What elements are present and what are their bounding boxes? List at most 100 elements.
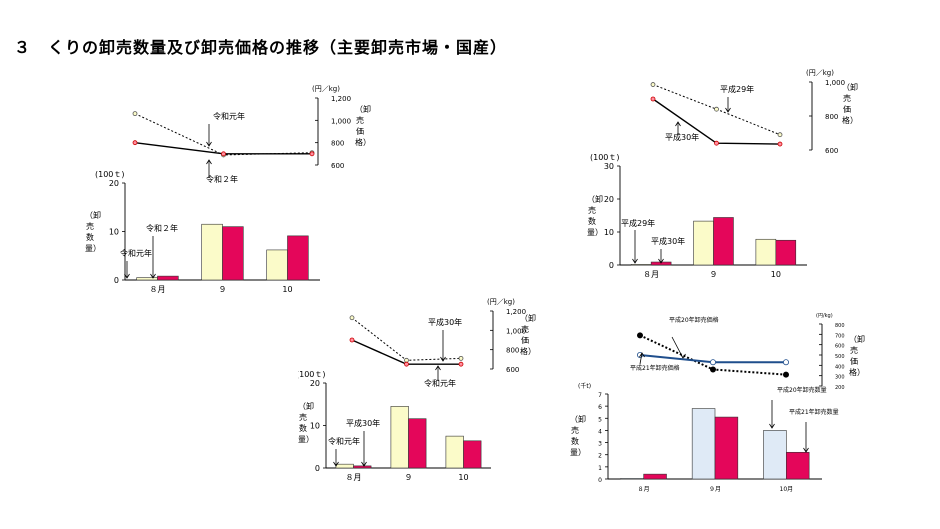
bar-series-a <box>266 249 288 281</box>
quantity-unit: (千t) <box>578 382 591 390</box>
price-axis-label: （卸売価格） <box>849 335 865 377</box>
price-point <box>782 359 789 366</box>
bar-series-a <box>201 223 223 281</box>
quantity-tick-label: 3 <box>598 441 602 448</box>
annotation-arrow-head <box>725 107 731 113</box>
bar-series-b <box>643 473 667 480</box>
price-tick-label: 1,000 <box>825 79 845 87</box>
price-tick-label: 600 <box>825 147 838 155</box>
series-annotation: 令和元年 <box>424 378 456 388</box>
price-point <box>132 140 138 146</box>
quantity-tick-label: 7 <box>598 392 602 399</box>
annotation-arrow-head <box>124 273 130 279</box>
price-tick-label: 1,200 <box>331 95 351 103</box>
quantity-axis-label: （卸売数量） <box>570 415 586 457</box>
annotation-arrow-head <box>632 258 638 264</box>
annotation-arrow-head <box>206 159 212 165</box>
quantity-tick-label: 5 <box>598 416 602 423</box>
price-point <box>777 141 783 147</box>
series-annotation: 平成29年 <box>720 84 754 94</box>
price-unit: (円/kg) <box>816 313 833 319</box>
annotation-arrow-head <box>675 121 681 127</box>
price-tick-label: 800 <box>825 113 838 121</box>
price-unit: (円／kg) <box>806 69 834 77</box>
quantity-tick-label: 0 <box>114 276 119 285</box>
series-annotation: 平成21年卸売数量 <box>789 408 839 416</box>
price-point <box>132 111 138 117</box>
bar-series-a <box>136 277 158 281</box>
price-point <box>650 96 656 102</box>
chart-svg: 0 10 20(100ｔ) ８月 ９ 10 600 800 1,000 1,200 (円／kg) 令和… <box>95 85 351 294</box>
quantity-tick-label: 0 <box>315 464 320 473</box>
price-point <box>777 132 783 138</box>
chart-reiwa-2: 0 10 20 (100ｔ) ８月 ９ 10 600 800 1,000 1,200 (円／kg) 令和… <box>80 82 380 297</box>
quantity-tick-label: 10 <box>604 228 614 237</box>
bar-series-b <box>157 275 179 281</box>
series-annotation: 令和２年 <box>146 223 178 233</box>
annotation-arrow-head <box>639 352 645 358</box>
annotation-arrow-line <box>639 352 643 365</box>
quantity-tick-label: 2 <box>598 453 602 460</box>
chart-reiwa-1: 0 10 20 (100ｔ) ８月 ９ 10 600 800 1,000 1,200 (円／kg) 平成… <box>296 293 543 493</box>
price-point <box>709 366 716 373</box>
quantity-tick-label: 20 <box>310 379 320 388</box>
annotation-arrow-head <box>333 461 339 467</box>
price-tick-label: 500 <box>835 354 845 360</box>
annotation-arrow-head <box>680 353 686 359</box>
price-point <box>458 355 464 361</box>
chart-svg: 0 10 20(100ｔ) ８月 ９ 10 600 800 1,000 1,200 (円／kg) 平成… <box>296 298 526 482</box>
category-label: ９ <box>405 473 413 482</box>
price-tick-label: 1,000 <box>331 117 351 125</box>
quantity-tick-label: 20 <box>109 179 119 188</box>
series-annotation: 令和元年 <box>120 248 152 258</box>
price-tick-label: 600 <box>506 366 519 374</box>
bar-series-a <box>763 430 787 480</box>
quantity-tick-label: 20 <box>604 195 614 204</box>
price-tick-label: 200 <box>835 385 845 391</box>
bar-series-b <box>775 239 797 266</box>
bar-series-a <box>630 264 652 266</box>
price-axis-label: （卸売価格） <box>842 83 858 125</box>
quantity-unit: (100ｔ) <box>298 370 326 379</box>
bar-series-a <box>335 463 354 469</box>
price-point <box>309 151 315 157</box>
price-tick-label: 800 <box>331 140 344 148</box>
category-label: ８月 <box>638 486 650 493</box>
category-label: 10月 <box>780 486 794 493</box>
category-label: 10 <box>458 473 468 482</box>
series-annotation: 平成20年卸売価格 <box>669 316 719 324</box>
price-point <box>714 140 719 146</box>
chart-svg: 0 10 20 30(100ｔ) ８月 ９ 10 600 800 1,000 (円／kg) 平成29年… <box>590 69 845 279</box>
page-title: ３ くりの卸売数量及び卸売価格の推移（主要卸売市場・国産） <box>14 38 508 57</box>
price-axis-label: （卸売価格） <box>520 314 536 356</box>
bar-series-a <box>693 220 714 266</box>
annotation-arrow-head <box>803 447 809 453</box>
category-label: ９月 <box>709 486 721 493</box>
bar-series-b <box>714 416 739 480</box>
quantity-axis-label: （卸売数量） <box>587 195 603 237</box>
series-annotation: 令和２年 <box>206 174 238 184</box>
quantity-unit: (100ｔ) <box>590 153 620 162</box>
category-label: ８月 <box>643 270 659 279</box>
quantity-tick-label: 6 <box>598 404 602 411</box>
annotation-arrow-head <box>206 141 212 147</box>
quantity-tick-label: 0 <box>598 477 602 484</box>
annotation-arrow-head <box>658 258 664 264</box>
price-unit: (円／kg) <box>312 85 340 93</box>
bar-series-a <box>691 408 716 480</box>
price-point <box>709 359 716 366</box>
series-annotation: 平成30年 <box>428 317 462 327</box>
category-label: ８月 <box>150 285 166 294</box>
price-tick-label: 600 <box>835 344 845 350</box>
bar-series-b <box>713 217 734 266</box>
bar-series-a <box>445 435 464 469</box>
bar-series-a <box>620 478 644 480</box>
bar-series-b <box>463 440 482 469</box>
category-label: ８月 <box>346 473 362 482</box>
price-point <box>714 106 719 112</box>
quantity-tick-label: 0 <box>609 261 614 270</box>
quantity-unit: (100ｔ) <box>95 170 125 179</box>
price-point <box>458 361 464 367</box>
series-annotation: 平成30年 <box>651 236 685 246</box>
quantity-tick-label: 4 <box>598 428 602 435</box>
